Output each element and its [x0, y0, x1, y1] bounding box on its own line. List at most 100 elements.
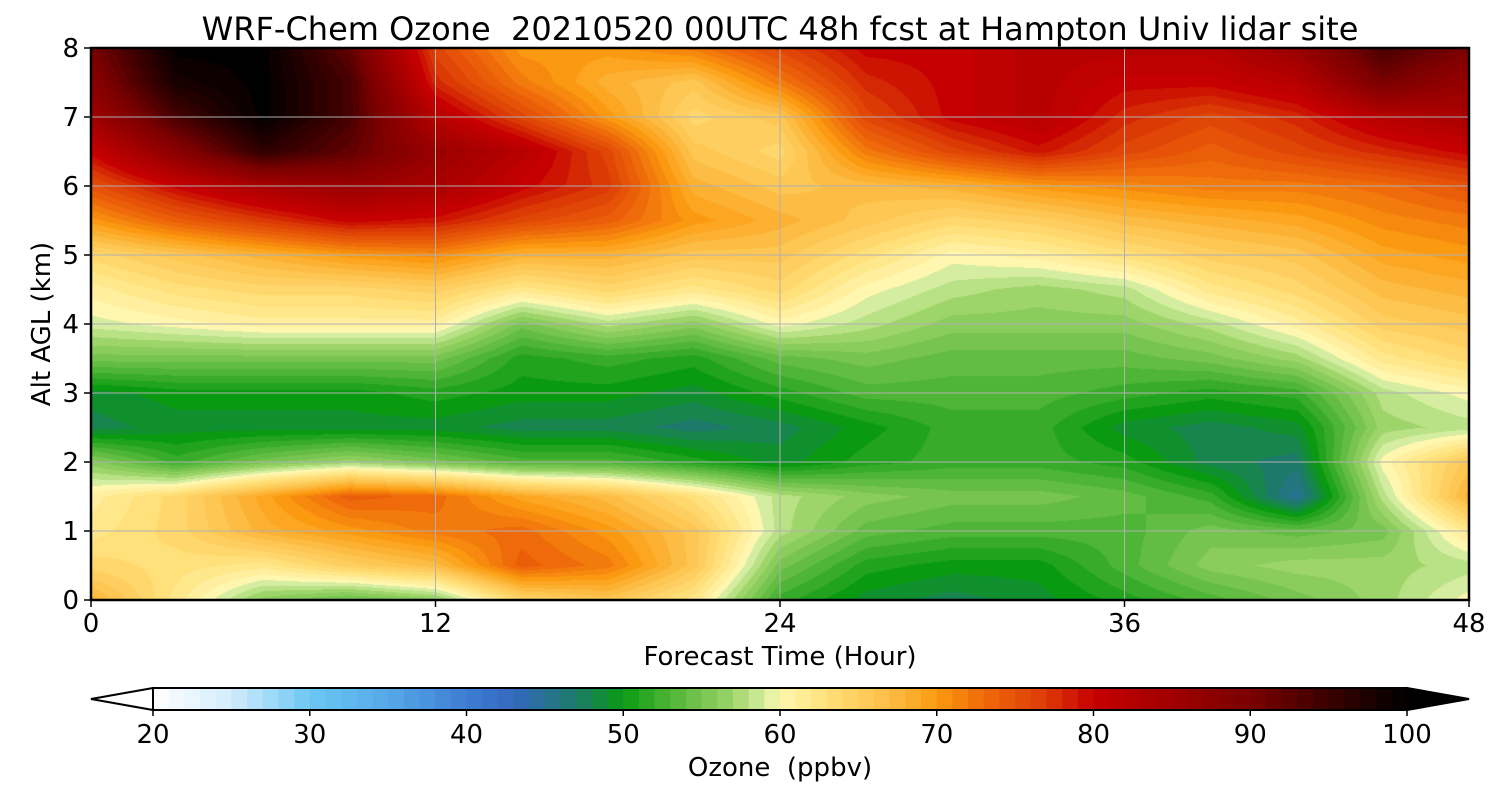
- colorbar-segment: [388, 688, 405, 710]
- colorbar-segment: [1344, 688, 1361, 710]
- colorbar-tick-label: 30: [293, 720, 326, 750]
- chart-title: WRF-Chem Ozone 20210520 00UTC 48h fcst a…: [202, 10, 1359, 48]
- colorbar-segment: [215, 688, 232, 710]
- colorbar-segment: [607, 688, 624, 710]
- colorbar-segment: [1203, 688, 1220, 710]
- colorbar-tick-label: 100: [1382, 720, 1432, 750]
- y-tick-label: 8: [62, 34, 79, 64]
- colorbar-segment: [1015, 688, 1032, 710]
- colorbar-segment: [999, 688, 1016, 710]
- colorbar-segment: [1077, 688, 1095, 710]
- colorbar-segment: [654, 688, 671, 710]
- colorbar-tick-label: 80: [1077, 720, 1110, 750]
- colorbar-tick-label: 60: [763, 720, 796, 750]
- colorbar-tick-label: 40: [450, 720, 483, 750]
- x-tick-label: 48: [1452, 609, 1485, 639]
- colorbar-segment: [1093, 688, 1110, 710]
- colorbar-low-extension: [90, 686, 154, 712]
- colorbar-segment: [466, 688, 483, 710]
- colorbar-segment: [435, 688, 452, 710]
- colorbar-segment: [685, 688, 703, 710]
- colorbar-segment: [372, 688, 389, 710]
- colorbar-segment: [701, 688, 718, 710]
- colorbar-segment: [1124, 688, 1142, 710]
- colorbar-segment: [262, 688, 279, 710]
- y-tick-label: 5: [62, 241, 79, 271]
- colorbar-segment: [231, 688, 248, 710]
- colorbar-segment: [1187, 688, 1204, 710]
- colorbar-segment: [889, 688, 906, 710]
- colorbar-tick-label: 20: [136, 720, 169, 750]
- y-tick-label: 3: [62, 379, 79, 409]
- colorbar-segment: [1375, 688, 1392, 710]
- colorbar-tick-label: 70: [920, 720, 953, 750]
- y-tick-label: 1: [62, 517, 79, 547]
- colorbar-segment: [936, 688, 954, 710]
- colorbar-ticks: 20 30 40 50 60 70 80 90 100: [136, 710, 1432, 750]
- colorbar-segment: [513, 688, 530, 710]
- colorbar-segment: [732, 688, 750, 710]
- colorbar-segment: [795, 688, 812, 710]
- colorbar-segment: [591, 688, 609, 710]
- colorbar-segment: [1328, 688, 1345, 710]
- colorbar-segment: [921, 688, 938, 710]
- y-tick-label: 6: [62, 172, 79, 202]
- colorbar-segment: [811, 688, 828, 710]
- y-axis-label: Alt AGL (km): [27, 242, 57, 406]
- colorbar-segment: [419, 688, 436, 710]
- x-tick-label: 24: [763, 609, 796, 639]
- y-axis: 0 1 2 3 4 5 6 7 8: [62, 34, 91, 616]
- colorbar-segment: [1140, 688, 1157, 710]
- colorbar-segment: [623, 688, 640, 710]
- y-tick-label: 7: [62, 103, 79, 133]
- colorbar-segment: [1171, 688, 1189, 710]
- colorbar-segment: [1359, 688, 1377, 710]
- colorbar-segment: [1391, 688, 1408, 710]
- colorbar-segment: [529, 688, 546, 710]
- colorbar-segment: [1218, 688, 1236, 710]
- colorbar-segment: [1030, 688, 1048, 710]
- colorbar-segment: [780, 688, 797, 710]
- colorbar-segment: [153, 688, 170, 710]
- x-axis-label: Forecast Time (Hour): [643, 642, 916, 672]
- colorbar-segment: [1265, 688, 1283, 710]
- colorbar-segment: [858, 688, 875, 710]
- colorbar-segment: [184, 688, 201, 710]
- colorbar-segment: [1250, 688, 1267, 710]
- colorbar-segment: [717, 688, 734, 710]
- colorbar-segment: [1312, 688, 1330, 710]
- colorbar-segment: [874, 688, 891, 710]
- colorbar-segment: [1156, 688, 1173, 710]
- colorbar-label: Ozone (ppbv): [688, 753, 872, 783]
- colorbar-segment: [1234, 688, 1251, 710]
- colorbar-high-extension: [1406, 686, 1470, 712]
- x-axis: 0 12 24 36 48: [83, 600, 1486, 639]
- colorbar-segment: [294, 688, 311, 710]
- colorbar-segment: [278, 688, 295, 710]
- colorbar-segment: [544, 688, 562, 710]
- colorbar-segment: [1109, 688, 1126, 710]
- colorbar-segment: [1297, 688, 1314, 710]
- colorbar-segment: [200, 688, 217, 710]
- colorbar-segment: [905, 688, 922, 710]
- colorbar-segment: [842, 688, 859, 710]
- x-tick-label: 0: [83, 609, 100, 639]
- colorbar-segment: [952, 688, 969, 710]
- x-tick-label: 36: [1108, 609, 1141, 639]
- colorbar: 20 30 40 50 60 70 80 90 100: [90, 686, 1470, 750]
- colorbar-segment: [670, 688, 687, 710]
- colorbar-segment: [325, 688, 342, 710]
- colorbar-segment: [1281, 688, 1298, 710]
- colorbar-segment: [764, 688, 781, 710]
- colorbar-segment: [450, 688, 468, 710]
- y-tick-label: 2: [62, 448, 79, 478]
- colorbar-segment: [1062, 688, 1079, 710]
- colorbar-segment: [968, 688, 985, 710]
- colorbar-segment: [168, 688, 185, 710]
- colorbar-segment: [403, 688, 421, 710]
- colorbar-segment: [356, 688, 374, 710]
- colorbar-segment: [482, 688, 499, 710]
- y-tick-label: 0: [62, 586, 79, 616]
- colorbar-segment: [309, 688, 327, 710]
